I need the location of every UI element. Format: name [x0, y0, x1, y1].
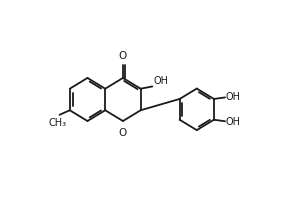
- Text: O: O: [119, 51, 127, 61]
- Text: OH: OH: [226, 117, 241, 126]
- Text: CH₃: CH₃: [49, 118, 67, 127]
- Text: OH: OH: [153, 76, 168, 86]
- Text: OH: OH: [226, 92, 241, 102]
- Text: O: O: [119, 128, 127, 138]
